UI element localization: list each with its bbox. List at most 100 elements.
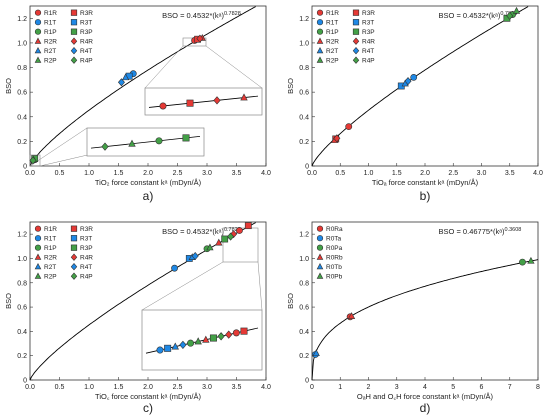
x-tick-label: 2.5 (448, 170, 458, 177)
y-tick-label: 1.0 (299, 256, 309, 263)
y-tick-label: 0 (305, 164, 309, 171)
legend-label-r3p: R3P (80, 245, 93, 252)
legend-label-r2t: R2T (326, 48, 338, 55)
x-tick-label: 3 (395, 384, 399, 391)
legend-label-r4r: R4R (80, 255, 93, 262)
y-tick-label: 0.8 (299, 280, 309, 287)
legend-label-r0ra: R0Ra (326, 226, 343, 233)
legend-label-r2p: R2P (44, 58, 57, 65)
legend-marker-r3t (70, 235, 78, 242)
x-tick-label: 0.5 (55, 170, 65, 177)
zoom-connector (144, 45, 184, 89)
data-point-r4r (333, 134, 341, 143)
legend: R1R R3R R1T R3T R1P R3P R2R R4R R2T R4T R2P R4P (34, 9, 93, 65)
x-axis-label: TiO꜀ force constant kᵃ (mDyn/Å) (95, 392, 201, 401)
chart-panel-c: 0.0 0.5 1.0 1.5 2.0 2.5 3.0 3.5 4.0 0 0.2 0.4 0.6 0.8… (4, 221, 271, 415)
legend-marker-r4r (70, 253, 78, 261)
legend-marker-r2t (316, 46, 324, 54)
legend-marker-r1r (34, 225, 42, 232)
x-tick-label: 4.0 (261, 384, 271, 391)
panel-label: a) (143, 189, 154, 203)
legend-marker-r1p (316, 28, 324, 35)
y-tick-label: 1.2 (17, 16, 27, 23)
legend-label-r3r: R3R (362, 10, 375, 17)
data-point-r0rb (347, 312, 356, 319)
legend-marker-r0pb (316, 272, 324, 279)
y-tick-label: 0.8 (17, 65, 27, 72)
zoom-point-r3r (186, 99, 194, 107)
legend-marker-r1t (34, 235, 42, 242)
legend-label-r1r: R1R (326, 10, 339, 17)
zoom-point-r3t (164, 344, 172, 352)
legend-label-r4r: R4R (362, 39, 375, 46)
zoom-point-r2r (240, 93, 248, 101)
x-axis-label: TiO₂ force constant kᵃ (mDyn/Å) (95, 178, 202, 187)
x-tick-label: 2 (367, 384, 371, 391)
legend-marker-r3p (70, 28, 78, 35)
legend-marker-r2r (316, 37, 324, 44)
zoom-point-r1r (232, 329, 240, 337)
x-tick-label: 1.5 (392, 170, 402, 177)
y-axis-label: BSO (286, 78, 295, 94)
zoom-connector (205, 45, 263, 89)
data-point-r1t (410, 73, 418, 81)
zoom-point-r1t (156, 346, 164, 354)
zoom-point-r4r (225, 330, 233, 339)
legend-marker-r0ra (316, 225, 324, 232)
legend-marker-r4p (352, 56, 360, 64)
y-tick-label: 0 (23, 164, 27, 171)
legend-label-r2r: R2R (44, 255, 57, 262)
zoom-point-r1r (159, 102, 167, 110)
x-tick-label: 1.5 (114, 384, 124, 391)
legend-marker-r3p (352, 28, 360, 35)
zoom-inset (29, 127, 205, 167)
y-tick-label: 0 (23, 378, 27, 385)
legend-marker-r2p (34, 272, 42, 279)
legend-marker-r2r (34, 37, 42, 44)
y-tick-label: 0.2 (299, 353, 309, 360)
legend-label-r3t: R3T (362, 20, 374, 27)
data-point-r1r (345, 123, 353, 131)
y-tick-label: 0.4 (17, 329, 27, 336)
y-tick-label: 1.2 (299, 232, 309, 239)
y-tick-label: 0.6 (299, 305, 309, 312)
legend-marker-r3r (70, 9, 78, 16)
legend-label-r4p: R4P (362, 58, 375, 65)
x-tick-label: 6 (480, 384, 484, 391)
legend-label-r1p: R1P (326, 29, 339, 36)
x-tick-label: 7 (508, 384, 512, 391)
data-point-r4t (117, 78, 125, 87)
legend-marker-r4r (70, 37, 78, 45)
zoom-point-r2p (194, 337, 202, 345)
y-tick-label: 0.4 (299, 329, 309, 336)
fit-curve (311, 259, 539, 381)
legend-label-r3r: R3R (80, 226, 93, 233)
legend-marker-r3t (352, 19, 360, 26)
legend-label-r3p: R3P (80, 29, 93, 36)
legend-marker-r1r (34, 9, 42, 16)
legend-marker-r0ta (316, 235, 324, 242)
legend-marker-r2t (34, 262, 42, 270)
x-tick-label: 2.0 (420, 170, 430, 177)
x-tick-label: 0.0 (25, 384, 35, 391)
zoom-point-r3r (240, 327, 248, 335)
x-axis-label: OₐH and O꜀H force constant kᵃ (mDyn/Å) (357, 392, 494, 401)
chart-panel-d: 0 1 2 3 4 5 6 7 8 0 0.2 0.4 0.6 0.8 1.0 1.2 OₐH and O꜀H … (286, 221, 540, 415)
data-point-r4p (29, 156, 37, 165)
x-tick-label: 0.5 (55, 384, 65, 391)
y-tick-label: 0.8 (17, 280, 27, 287)
x-tick-label: 4.0 (261, 170, 271, 177)
y-tick-label: 0 (305, 378, 309, 385)
x-tick-label: 8 (536, 384, 540, 391)
legend-label-r2r: R2R (44, 39, 57, 46)
y-tick-label: 0.2 (17, 139, 27, 146)
legend-label-r3p: R3P (362, 29, 375, 36)
legend-label-r2r: R2R (326, 39, 339, 46)
zoom-point-r3p (182, 134, 190, 142)
x-tick-label: 2.0 (143, 384, 153, 391)
data-point-r4t (404, 77, 412, 86)
data-point-r2p (512, 6, 521, 14)
legend-label-r2t: R2T (44, 264, 56, 271)
panel-label: c) (143, 401, 153, 415)
